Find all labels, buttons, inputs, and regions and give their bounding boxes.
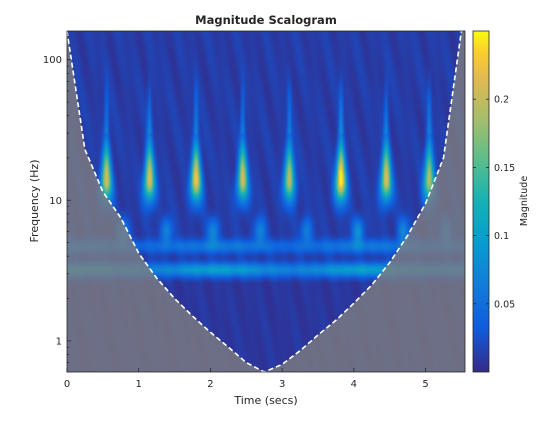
x-tick-label: 4 — [351, 379, 357, 390]
x-axis: 0 1 2 3 4 5 — [64, 368, 429, 390]
colorbar-tick-label: 0.2 — [494, 95, 509, 106]
colorbar-tick-label: 0.05 — [494, 299, 515, 310]
y-tick-label: 10 — [49, 196, 62, 207]
x-tick-label: 1 — [136, 379, 142, 390]
y-axis-label: Frequency (Hz) — [28, 160, 41, 243]
x-tick-label: 5 — [422, 379, 428, 390]
x-tick-label: 0 — [64, 379, 70, 390]
plot-area — [67, 31, 465, 372]
colorbar-tick-label: 0.1 — [494, 231, 509, 242]
colorbar-ticks: 0.05 0.1 0.15 0.2 — [473, 95, 515, 310]
y-axis: 1 10 100 — [43, 55, 71, 373]
plot-frame — [66, 30, 466, 373]
x-tick-label: 3 — [279, 379, 285, 390]
chart-title: Magnitude Scalogram — [195, 13, 337, 27]
x-axis-label: Time (secs) — [233, 394, 297, 407]
colorbar-frame — [472, 30, 490, 373]
y-tick-label: 100 — [43, 55, 62, 66]
colorbar: 0.05 0.1 0.15 0.2 Magnitude — [472, 30, 530, 373]
cone-shade — [67, 31, 465, 372]
colorbar-label: Magnitude — [519, 176, 530, 226]
y-tick-label: 1 — [56, 336, 62, 347]
colorbar-tick-label: 0.15 — [494, 163, 515, 174]
colorbar-gradient — [473, 31, 489, 372]
x-tick-label: 2 — [207, 379, 213, 390]
